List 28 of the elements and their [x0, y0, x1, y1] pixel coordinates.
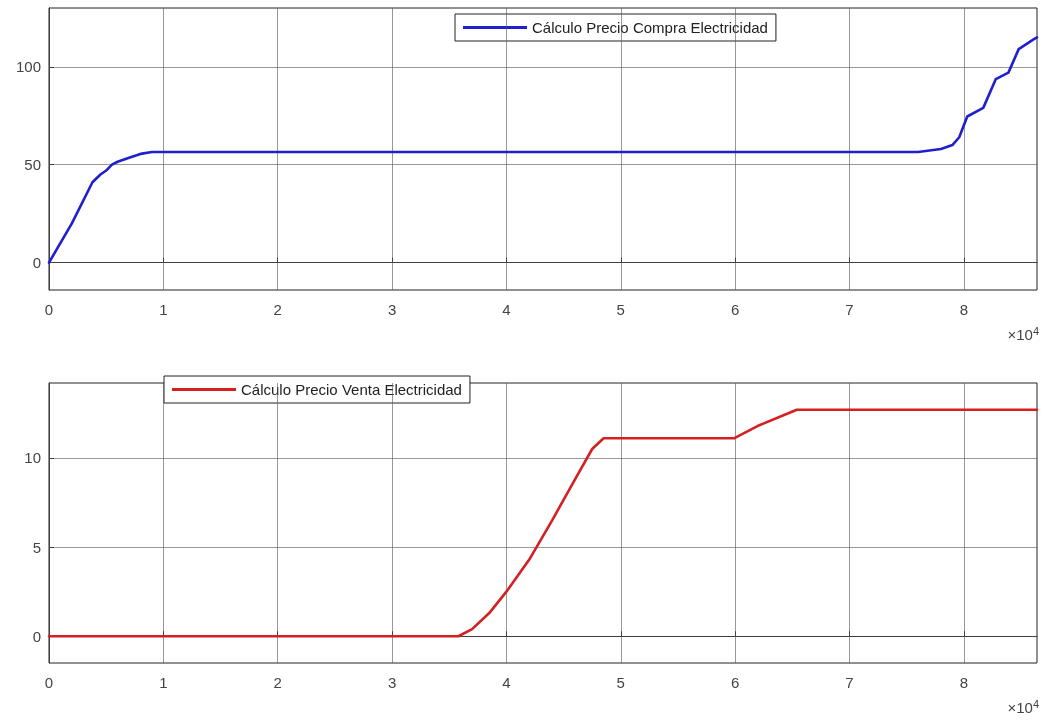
x-tick-label: 4 [502, 301, 511, 318]
x-tick-label: 7 [845, 674, 854, 691]
x-tick-label: 2 [273, 674, 282, 691]
y-tick-label: 100 [15, 58, 41, 76]
x-tick-label: 3 [387, 674, 397, 691]
y-tick-label: 10 [24, 449, 41, 467]
x-tick-label: 6 [730, 301, 740, 318]
x-tick-label: 0 [44, 674, 54, 691]
y-tick-label: 50 [24, 156, 41, 174]
x-tick-label: 0 [44, 301, 54, 318]
x-tick-label: 5 [616, 301, 625, 318]
x-tick-label: 8 [959, 674, 968, 691]
x-tick-label: 1 [159, 674, 168, 691]
x-tick-label: 5 [616, 674, 625, 691]
y-tick-label: 0 [32, 254, 41, 272]
y-tick-label: 0 [32, 627, 41, 645]
line-series [47, 408, 1039, 638]
x-tick-label: 8 [959, 301, 968, 318]
legend-label: Cálculo Precio Compra Electricidad [532, 19, 768, 36]
x-tick-label: 7 [845, 301, 854, 318]
y-tick-label: 5 [32, 538, 41, 556]
x-tick-label: 2 [273, 301, 282, 318]
x-tick-label: 6 [730, 674, 740, 691]
x-tick-label: 4 [502, 674, 511, 691]
line-series [47, 36, 1039, 264]
x-tick-label: 1 [159, 301, 168, 318]
legend-label: Cálculo Precio Venta Electricidad [241, 381, 462, 398]
x-tick-label: 3 [387, 301, 397, 318]
